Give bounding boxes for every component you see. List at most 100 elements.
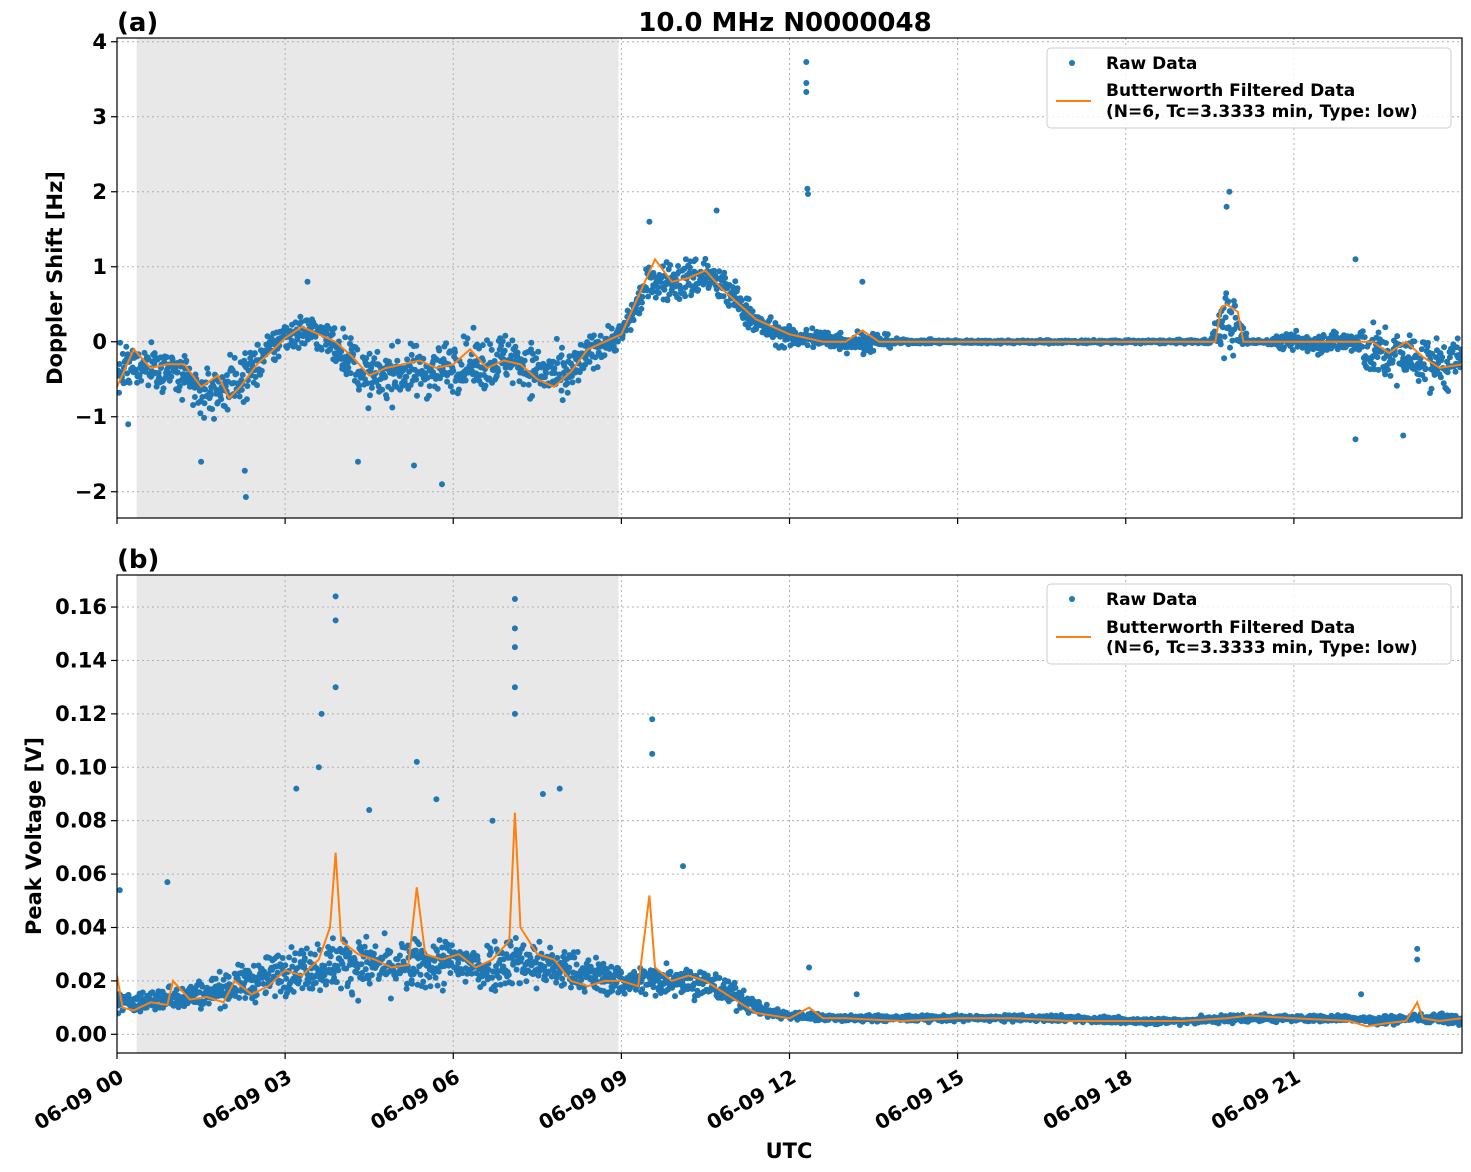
panel-a-raw-point [1232, 302, 1239, 309]
panel-a-raw-point [347, 370, 354, 377]
panel-b-raw-point [704, 972, 711, 979]
panel-a-raw-point [360, 370, 367, 377]
panel-b-raw-point [547, 944, 554, 951]
panel-b-raw-point [296, 977, 303, 984]
panel-a-raw-point [301, 340, 308, 347]
panel-a-raw-point [425, 392, 432, 399]
panel-a-raw-point [666, 291, 673, 298]
panel-a-raw-point [528, 339, 535, 346]
panel-a-raw-point [767, 314, 774, 321]
panel-b-y-ticks: 0.000.020.040.060.080.100.120.140.16 [55, 595, 117, 1046]
panel-a-raw-point [487, 341, 494, 348]
panel-a-raw-point [174, 369, 181, 376]
panel-b-raw-point [335, 967, 342, 974]
panel-b-raw-outlier [806, 964, 813, 971]
panel-b-raw-outlier [293, 785, 300, 792]
panel-b-raw-point [425, 960, 432, 967]
panel-a-raw-point [209, 406, 216, 413]
panel-b-raw-point [358, 961, 365, 968]
panel-b-xtick-label-6: 06-09 18 [1039, 1064, 1137, 1134]
panel-a-raw-outlier [803, 59, 810, 65]
panel-b-raw-point [554, 954, 561, 961]
panel-b-raw-point [231, 970, 238, 977]
panel-b-raw-point [400, 958, 407, 965]
panel-a-raw-point [364, 380, 371, 387]
panel-a-raw-point [1444, 369, 1451, 376]
panel-a-raw-point [470, 324, 477, 331]
panel-b-raw-point [221, 1003, 228, 1010]
panel-b-raw-outlier [1358, 991, 1365, 998]
panel-a-filtered-line [117, 257, 1462, 400]
panel-b-raw-outlier [332, 617, 339, 624]
panel-b-raw-point [355, 939, 362, 946]
panel-a-raw-point [525, 381, 532, 388]
panel-b-raw-point [512, 935, 519, 941]
panel-b-x-ticks: 06-09 00 06-09 03 06-09 06 06-09 09 06-09 12… [30, 1053, 1304, 1135]
panel-b-raw-point [279, 955, 286, 961]
panel-a-raw-point [675, 263, 682, 269]
panel-b-raw-point [354, 964, 361, 971]
panel-b-raw-outlier [413, 758, 420, 765]
panel-b-ytick-label-1: 0.02 [55, 969, 107, 993]
panel-b-raw-point [642, 991, 649, 998]
panel-b-raw-point [480, 980, 487, 987]
panel-a-raw-point [471, 377, 477, 384]
panel-a-raw-point [124, 370, 131, 377]
panel-b-raw-point [305, 978, 312, 985]
panel-a-raw-point [722, 274, 729, 281]
panel-b-raw-outlier [511, 625, 518, 632]
panel-a-raw-point [804, 342, 811, 349]
panel-b-raw-point [417, 971, 424, 978]
panel-a-raw-point [254, 341, 261, 348]
panel-b-raw-point [365, 975, 372, 982]
panel-a-raw-point [1221, 333, 1228, 340]
panel-b-raw-point [565, 969, 572, 976]
panel-a-raw-point [608, 325, 615, 332]
panel-b-xtick-label-5: 06-09 15 [871, 1064, 969, 1134]
panel-a-ytick-label-1: −1 [75, 405, 107, 429]
panel-a-raw-point [447, 383, 454, 390]
panel-a-raw-point [1441, 344, 1448, 351]
panel-a-raw-point [843, 350, 850, 357]
panel-b-xtick-label-1: 06-09 03 [198, 1064, 296, 1134]
panel-b-raw-point [216, 968, 223, 975]
panel-a-label: (a) [117, 8, 158, 38]
panel-b-raw-point [434, 947, 440, 954]
panel-b-raw-point [585, 957, 592, 964]
panel-a-raw-point [1370, 319, 1377, 326]
panel-a-raw-point [413, 376, 420, 383]
panel-a-raw-point [809, 325, 816, 332]
panel-a-raw-point [1452, 368, 1459, 375]
panel-a-raw-point [1394, 333, 1401, 340]
panel-a-raw-point [1293, 327, 1300, 334]
panel-b-raw-point [413, 947, 419, 954]
panel-a-y-axis-label: Doppler Shift [Hz] [43, 171, 67, 385]
panel-a-raw-point [1431, 371, 1438, 378]
panel-a-raw-point [1359, 343, 1366, 350]
panel-b-raw-point [199, 983, 206, 990]
panel-a-x-ticks [116, 518, 1295, 524]
panel-b-raw-point [372, 943, 379, 950]
panel-a-raw-point [586, 358, 593, 365]
panel-a-raw-point [366, 350, 373, 357]
panel-a-raw-outlier [805, 191, 811, 197]
panel-a-raw-point [1216, 333, 1223, 340]
panel-a-raw-point [554, 360, 561, 367]
panel-b-raw-point [568, 984, 574, 991]
panel-a-raw-point [126, 379, 133, 386]
panel-b-raw-point [513, 966, 520, 973]
panel-a-raw-point [614, 338, 621, 345]
panel-b-raw-outlier [315, 764, 322, 771]
panel-a-raw-point [218, 396, 225, 403]
panel-a-raw-outlier [198, 458, 205, 465]
panel-b-raw-point [413, 968, 420, 975]
panel-a-raw-point [331, 325, 338, 332]
panel-b-raw-point [242, 995, 249, 1001]
panel-a-raw-point [870, 347, 877, 354]
panel-b-xtick-label-3: 06-09 09 [534, 1064, 632, 1134]
panel-a-raw-point [732, 278, 739, 285]
panel-a-raw-point [201, 400, 208, 407]
panel-a-raw-point [1231, 326, 1238, 333]
